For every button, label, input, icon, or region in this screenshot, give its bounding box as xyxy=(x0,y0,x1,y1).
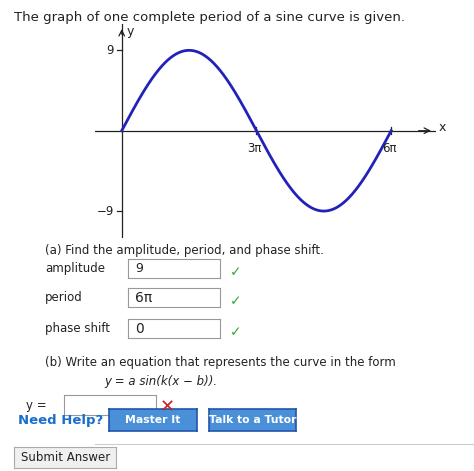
Text: phase shift: phase shift xyxy=(45,322,110,335)
Text: y = a sin(k(x − b)).: y = a sin(k(x − b)). xyxy=(104,375,218,389)
Text: −9: −9 xyxy=(96,204,114,218)
Text: 9: 9 xyxy=(106,44,114,57)
Text: y =: y = xyxy=(26,398,47,412)
Text: ✓: ✓ xyxy=(230,265,242,279)
Text: The graph of one complete period of a sine curve is given.: The graph of one complete period of a si… xyxy=(14,11,405,24)
Text: ✓: ✓ xyxy=(230,294,242,309)
Text: 6π: 6π xyxy=(382,142,396,155)
Text: 3π: 3π xyxy=(247,142,261,155)
Text: (a) Find the amplitude, period, and phase shift.: (a) Find the amplitude, period, and phas… xyxy=(45,244,324,257)
Text: Talk to a Tutor: Talk to a Tutor xyxy=(209,415,296,425)
Text: y: y xyxy=(126,25,134,38)
Text: Need Help?: Need Help? xyxy=(18,414,103,427)
Text: Submit Answer: Submit Answer xyxy=(20,451,110,464)
Text: ✓: ✓ xyxy=(230,325,242,340)
Text: ✕: ✕ xyxy=(160,398,175,416)
Text: (b) Write an equation that represents the curve in the form: (b) Write an equation that represents th… xyxy=(45,356,396,369)
Text: 6π: 6π xyxy=(136,291,153,305)
Text: 0: 0 xyxy=(136,322,144,336)
Text: 9: 9 xyxy=(136,262,143,275)
Text: amplitude: amplitude xyxy=(45,262,105,275)
Text: x: x xyxy=(438,121,446,134)
Text: Master It: Master It xyxy=(125,415,181,425)
Text: period: period xyxy=(45,291,83,304)
